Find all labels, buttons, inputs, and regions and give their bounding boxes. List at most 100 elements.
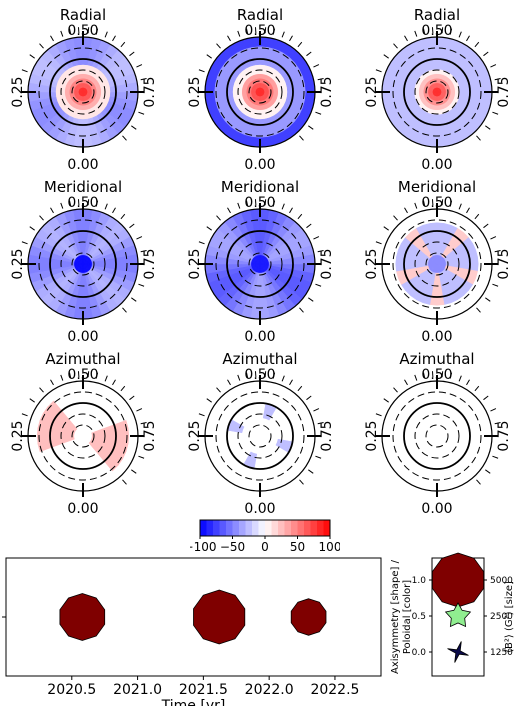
observation-tick — [129, 395, 135, 401]
observation-ticks — [21, 199, 147, 313]
heat-cell — [259, 114, 266, 120]
observation-tick — [122, 479, 127, 485]
phase-label-right: 0.75 — [142, 420, 158, 451]
colorbar-bin — [323, 520, 331, 536]
colorbar-bin — [226, 520, 233, 536]
observation-tick — [136, 408, 143, 412]
legend-left-tick-label: 0.0 — [412, 648, 427, 658]
heat-cell — [404, 91, 411, 98]
observation-tick — [245, 200, 249, 207]
colorbar-bin — [213, 520, 220, 536]
observation-tick — [383, 398, 389, 403]
heat-cell — [96, 432, 102, 437]
observation-tick — [299, 135, 304, 141]
observation-ticks — [21, 27, 147, 141]
heat-cell — [77, 231, 84, 238]
observation-tick — [138, 283, 145, 287]
latitude-circle — [392, 219, 482, 309]
observation-tick — [50, 207, 54, 214]
heat-cell — [241, 91, 247, 96]
observation-tick — [476, 307, 481, 313]
heat-cell — [429, 222, 438, 229]
heat-cell — [431, 59, 438, 66]
observation-tick — [313, 236, 320, 240]
heat-cell — [282, 258, 288, 265]
heat-cell — [55, 263, 61, 270]
heat-cell — [64, 91, 70, 96]
heat-cell — [50, 91, 57, 98]
equator-circle — [49, 230, 117, 298]
heat-cell — [459, 258, 465, 265]
heat-cell — [273, 88, 279, 93]
observation-tick — [458, 375, 462, 382]
heat-cell — [431, 236, 438, 242]
heat-cell — [463, 258, 470, 265]
observation-tick — [87, 371, 90, 378]
observation-tick — [494, 249, 501, 253]
latitude-circle — [248, 424, 272, 448]
observation-tick — [39, 387, 44, 393]
colorbar-bin — [265, 520, 272, 536]
colorbar-bin — [252, 520, 259, 536]
observation-tick — [449, 372, 453, 379]
latitude-circle — [71, 80, 95, 104]
observation-ticks — [21, 371, 147, 485]
heat-cell — [241, 263, 247, 268]
observation-tick — [206, 226, 212, 231]
outer-circle — [204, 380, 316, 492]
colorbar-bin — [278, 520, 285, 536]
phase-label-right: 0.75 — [319, 248, 335, 279]
observation-tick — [281, 31, 285, 38]
observation-tick — [122, 135, 127, 141]
colorbar-bin — [297, 520, 305, 536]
x-tick-label: 2020.5 — [47, 682, 96, 698]
observation-tick — [206, 398, 212, 403]
observation-tick — [422, 372, 426, 379]
colorbar-bin — [219, 520, 227, 536]
equator-circle — [403, 58, 471, 126]
observation-tick — [315, 455, 322, 459]
heat-cell — [77, 236, 84, 242]
colorbar-bin — [206, 520, 214, 536]
observation-tick — [485, 469, 491, 474]
heat-cell — [82, 290, 89, 297]
observation-tick — [299, 307, 304, 313]
latitude-circle — [248, 80, 272, 104]
heat-cell — [429, 299, 438, 306]
observation-tick — [29, 54, 35, 59]
observation-tick — [393, 43, 398, 49]
data-point — [59, 593, 106, 641]
heat-cell — [96, 88, 102, 93]
observation-tick — [216, 215, 221, 221]
phase-label-bottom: 0.00 — [244, 501, 275, 517]
observation-tick — [129, 223, 135, 229]
heat-cell — [254, 231, 261, 238]
phase-label-right: 0.75 — [496, 420, 512, 451]
observation-tick — [39, 215, 44, 221]
observation-tick — [104, 203, 108, 210]
observation-tick — [112, 379, 116, 386]
colorbar-bin — [304, 520, 311, 536]
observation-tick — [474, 213, 480, 220]
x-axis-label: Time [yr] — [161, 698, 226, 706]
latitude-circle — [71, 424, 95, 448]
observation-tick — [50, 379, 54, 386]
observation-tick — [449, 28, 453, 35]
observation-tick — [245, 372, 249, 379]
phase-label-bottom: 0.00 — [67, 157, 98, 173]
latitude-circle — [414, 69, 460, 115]
phase-label-bottom: 0.00 — [421, 329, 452, 345]
heat-cell — [82, 277, 87, 283]
phase-label-right: 0.75 — [142, 248, 158, 279]
heatmap-cells — [204, 208, 316, 320]
heat-cell — [472, 263, 479, 272]
map-title: Radial — [414, 6, 460, 24]
heat-cell — [436, 286, 443, 292]
latitude-circle — [215, 391, 305, 481]
observation-tick — [375, 241, 382, 245]
observation-tick — [383, 54, 389, 59]
observation-tick — [227, 379, 231, 386]
heat-cell — [472, 256, 479, 265]
observation-tick — [474, 385, 480, 392]
